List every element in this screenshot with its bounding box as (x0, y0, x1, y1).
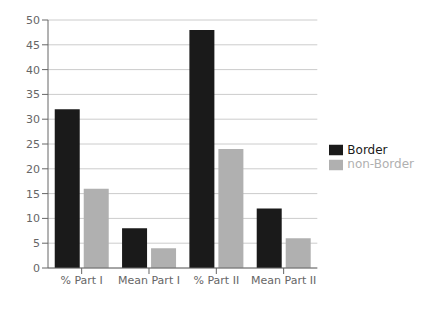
svg-text:45: 45 (26, 39, 40, 52)
svg-text:40: 40 (26, 64, 40, 77)
svg-text:Mean Part II: Mean Part II (251, 274, 316, 287)
svg-text:20: 20 (26, 163, 40, 176)
svg-text:35: 35 (26, 88, 40, 101)
svg-text:% Part I: % Part I (60, 274, 102, 287)
svg-text:5: 5 (33, 237, 40, 250)
html-text:non-Border: non-Border (347, 157, 414, 171)
svg-text:% Part II: % Part II (193, 274, 239, 287)
svg-text:0: 0 (33, 262, 40, 275)
svg-text:10: 10 (26, 212, 40, 225)
svg-text:Mean Part I: Mean Part I (118, 274, 180, 287)
svg-text:50: 50 (26, 14, 40, 27)
svg-text:30: 30 (26, 113, 40, 126)
svg-text:25: 25 (26, 138, 40, 151)
html-text:Border: Border (347, 142, 388, 157)
svg-text:15: 15 (26, 188, 40, 201)
